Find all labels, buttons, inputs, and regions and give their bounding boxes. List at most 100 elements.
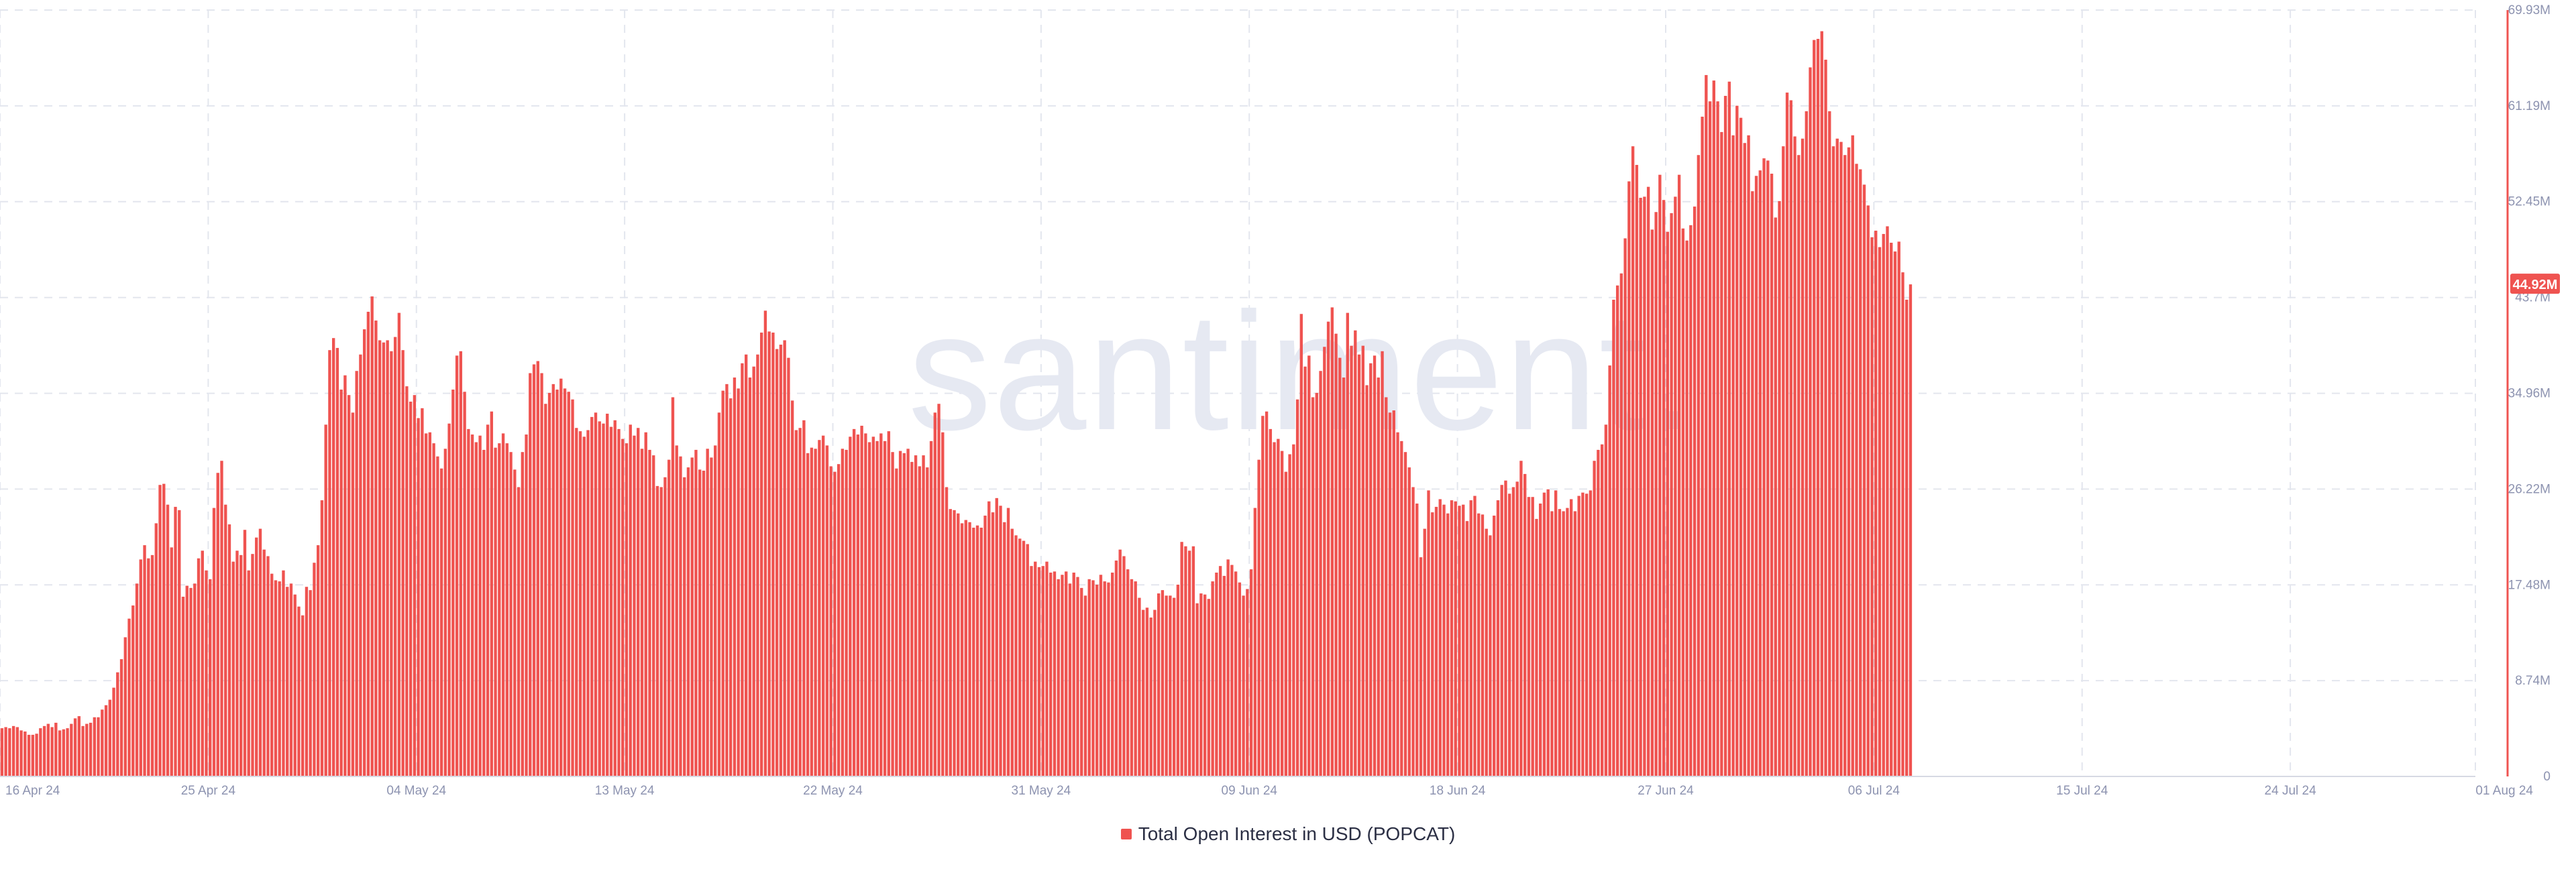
bar[interactable] xyxy=(355,371,358,776)
bar[interactable] xyxy=(8,728,11,776)
bar[interactable] xyxy=(70,723,73,776)
bar[interactable] xyxy=(205,570,208,776)
bar[interactable] xyxy=(621,439,625,776)
bar[interactable] xyxy=(401,350,405,776)
bar[interactable] xyxy=(220,461,223,776)
bar[interactable] xyxy=(1446,513,1450,776)
bar[interactable] xyxy=(1720,131,1723,776)
bar[interactable] xyxy=(1057,579,1060,776)
bar[interactable] xyxy=(297,606,301,776)
bar[interactable] xyxy=(1026,544,1029,776)
bar[interactable] xyxy=(362,329,366,776)
bar[interactable] xyxy=(1619,273,1623,777)
bar[interactable] xyxy=(1238,582,1242,776)
bar[interactable] xyxy=(1793,136,1796,776)
bar[interactable] xyxy=(85,723,89,776)
bar[interactable] xyxy=(1654,212,1658,776)
bar[interactable] xyxy=(879,433,883,776)
bar[interactable] xyxy=(1311,397,1315,776)
bar[interactable] xyxy=(1523,473,1527,776)
bar[interactable] xyxy=(467,428,470,776)
bar[interactable] xyxy=(1778,200,1781,776)
bar[interactable] xyxy=(1257,459,1260,776)
bar[interactable] xyxy=(89,722,93,776)
bar[interactable] xyxy=(23,731,27,776)
bar[interactable] xyxy=(1303,366,1307,776)
bar[interactable] xyxy=(810,447,814,776)
bar[interactable] xyxy=(1246,589,1249,776)
bar[interactable] xyxy=(1886,226,1889,776)
bar[interactable] xyxy=(1041,566,1044,776)
bar[interactable] xyxy=(127,618,131,776)
bar[interactable] xyxy=(158,485,162,776)
bar[interactable] xyxy=(1469,500,1472,776)
bar[interactable] xyxy=(293,594,297,776)
bar[interactable] xyxy=(108,699,111,776)
bar[interactable] xyxy=(1511,487,1515,776)
bar[interactable] xyxy=(1813,40,1816,777)
bar[interactable] xyxy=(652,455,655,776)
bar[interactable] xyxy=(957,513,960,776)
bar[interactable] xyxy=(62,729,66,776)
bar[interactable] xyxy=(752,366,755,776)
bar[interactable] xyxy=(1593,461,1596,776)
bar[interactable] xyxy=(1539,504,1542,776)
bar[interactable] xyxy=(609,426,613,776)
bar[interactable] xyxy=(532,364,536,776)
bar[interactable] xyxy=(1111,572,1114,776)
bar[interactable] xyxy=(474,442,478,776)
bar[interactable] xyxy=(147,558,150,776)
bar[interactable] xyxy=(849,436,852,776)
bar[interactable] xyxy=(1427,490,1430,776)
bar[interactable] xyxy=(1176,584,1180,776)
bar[interactable] xyxy=(1743,143,1747,776)
bar[interactable] xyxy=(733,377,737,776)
bar[interactable] xyxy=(910,461,914,776)
bar[interactable] xyxy=(1739,117,1743,776)
bar[interactable] xyxy=(77,716,81,776)
bar[interactable] xyxy=(567,392,570,776)
bar[interactable] xyxy=(1727,81,1731,777)
bar[interactable] xyxy=(1546,489,1550,776)
bar[interactable] xyxy=(1608,365,1611,776)
bar[interactable] xyxy=(775,349,779,776)
bar[interactable] xyxy=(787,357,790,776)
bar[interactable] xyxy=(316,545,320,776)
bar[interactable] xyxy=(1797,155,1801,777)
bar[interactable] xyxy=(1354,330,1357,776)
bar[interactable] xyxy=(1180,542,1183,776)
bar[interactable] xyxy=(860,425,863,776)
bar[interactable] xyxy=(1218,566,1222,776)
bar[interactable] xyxy=(1558,509,1562,776)
bar[interactable] xyxy=(447,423,451,776)
bar[interactable] xyxy=(559,378,563,776)
bar[interactable] xyxy=(1103,581,1106,776)
bar[interactable] xyxy=(1897,241,1900,777)
bar[interactable] xyxy=(370,296,374,776)
bar[interactable] xyxy=(613,420,616,776)
bar[interactable] xyxy=(941,432,945,776)
bar[interactable] xyxy=(1774,217,1777,776)
bar[interactable] xyxy=(1419,557,1423,776)
bar[interactable] xyxy=(671,397,675,776)
bar[interactable] xyxy=(4,727,7,776)
bar[interactable] xyxy=(39,728,42,776)
bar[interactable] xyxy=(1199,593,1203,776)
bar[interactable] xyxy=(19,730,23,776)
bar[interactable] xyxy=(1022,540,1026,776)
bar[interactable] xyxy=(1381,351,1384,776)
bar[interactable] xyxy=(1030,566,1033,776)
bar[interactable] xyxy=(1357,354,1361,776)
bar[interactable] xyxy=(320,500,324,776)
bar[interactable] xyxy=(1165,595,1168,776)
bar[interactable] xyxy=(864,433,867,776)
bar[interactable] xyxy=(247,570,250,776)
bar[interactable] xyxy=(968,522,971,776)
bar[interactable] xyxy=(1415,504,1419,776)
bar[interactable] xyxy=(698,469,702,776)
bar[interactable] xyxy=(1434,506,1438,776)
bar[interactable] xyxy=(1723,95,1727,776)
bar[interactable] xyxy=(586,430,590,776)
bar[interactable] xyxy=(529,373,532,776)
bar[interactable] xyxy=(231,561,235,776)
